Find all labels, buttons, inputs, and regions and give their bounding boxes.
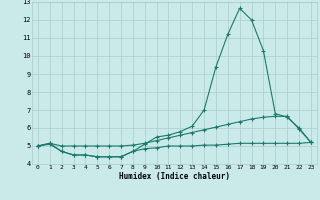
X-axis label: Humidex (Indice chaleur): Humidex (Indice chaleur) — [119, 172, 230, 181]
